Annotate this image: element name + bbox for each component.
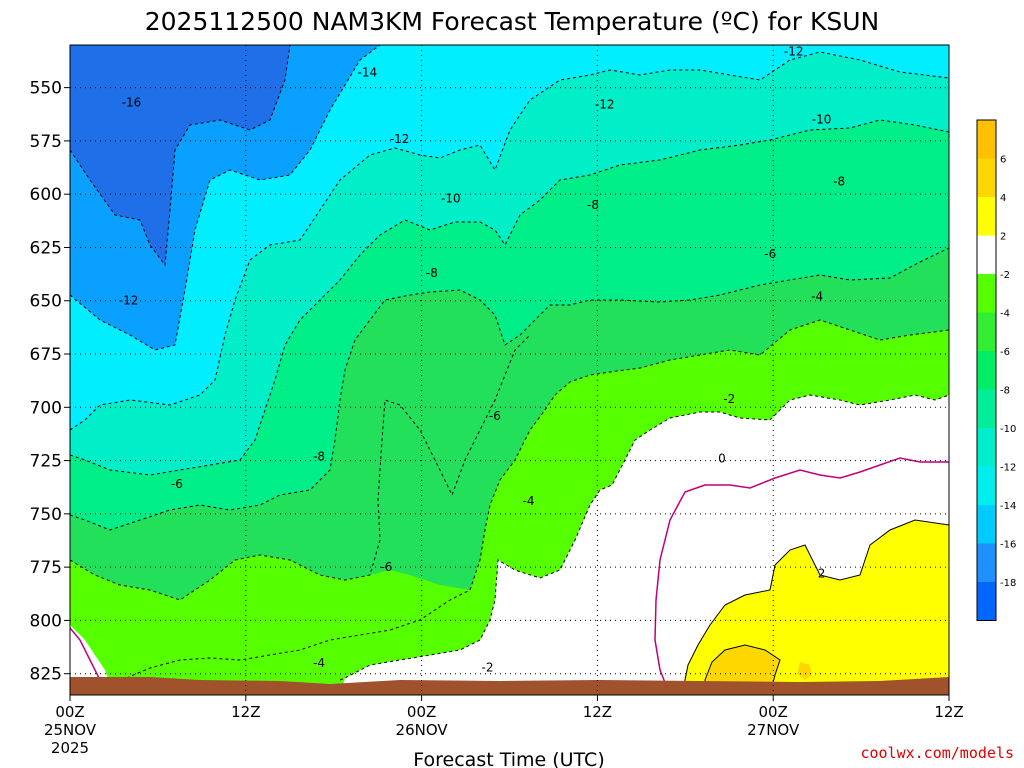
y-axis: 550 575 600 625 650 675 700 725 750 775 800 825	[30, 79, 70, 685]
isotherm-plus2	[681, 519, 949, 695]
contour-label: -10	[812, 113, 832, 127]
contour-label: 2	[818, 567, 826, 581]
watermark: coolwx.com/models	[860, 744, 1014, 762]
contour-label: -6	[489, 409, 501, 423]
contour-label: -4	[313, 656, 325, 670]
y-tick-label: 825	[30, 665, 62, 685]
colorbar-segment	[977, 505, 996, 544]
y-tick-label: 625	[30, 238, 62, 258]
colorbar-label: 2	[1000, 232, 1006, 243]
x-tick-label: 12Z	[934, 703, 963, 721]
contour-label: -14	[358, 66, 378, 80]
contour-label: -4	[523, 494, 535, 508]
colorbar-segment	[977, 389, 996, 428]
colorbar-label: 4	[1000, 193, 1006, 204]
chart-title: 2025112500 NAM3KM Forecast Temperature (…	[145, 7, 880, 36]
contour-label: 0	[718, 451, 726, 465]
isotherm-minus2	[339, 394, 949, 681]
contour-label: -12	[784, 44, 804, 58]
contour-label: -8	[833, 174, 845, 188]
isotherm-minus12	[70, 51, 949, 431]
isotherm-minus16	[70, 45, 291, 267]
colorbar-segment	[977, 351, 996, 390]
colorbar: 6 4 2 -2 -4 -6 -8 -10 -12 -14 -16 -18	[976, 119, 1016, 621]
colorbar-segment	[977, 235, 996, 274]
contour-label: -12	[119, 294, 139, 308]
contour-label: -6	[764, 247, 776, 261]
colorbar-segment	[977, 543, 996, 582]
colorbar-label: -14	[1000, 501, 1016, 512]
colorbar-segment	[977, 466, 996, 505]
band-warmer-small	[797, 662, 812, 680]
contour-label: -8	[313, 449, 325, 463]
y-tick-label: 725	[30, 452, 62, 472]
colorbar-label: -8	[1000, 386, 1010, 397]
colorbar-segment	[977, 428, 996, 467]
colorbar-segment	[977, 158, 996, 197]
colorbar-label: -4	[1000, 309, 1010, 320]
contour-label: -6	[171, 477, 183, 491]
contour-label: -12	[595, 98, 615, 112]
colorbar-label: -6	[1000, 347, 1010, 358]
contour-label: -2	[482, 660, 494, 674]
contour-label: -8	[426, 266, 438, 280]
colorbar-label: -10	[1000, 424, 1016, 435]
colorbar-segment	[977, 120, 996, 159]
x-tick-date: 27NOV	[747, 721, 800, 739]
contour-label: -8	[587, 198, 599, 212]
zero-line-main	[654, 457, 949, 695]
contour-labels: -16 -14 -12 -12 -12 -12 -10 -10 -8 -8 -8 -8 -6 -6 -6 -6…	[119, 44, 845, 674]
x-tick-label: 00Z	[759, 703, 788, 721]
isotherm-minus8	[70, 247, 949, 531]
y-tick-label: 600	[30, 185, 62, 205]
x-tick-label: 00Z	[407, 703, 436, 721]
colorbar-label: -16	[1000, 540, 1016, 551]
y-tick-label: 550	[30, 79, 62, 99]
grid-lines	[70, 45, 949, 695]
contour-label: -16	[122, 96, 142, 110]
contour-label: -4	[811, 289, 823, 303]
contour-label: -12	[390, 132, 410, 146]
colorbar-frame	[976, 119, 997, 621]
x-tick-date: 25NOV	[44, 721, 97, 739]
contour-label: -10	[441, 191, 461, 205]
band-very-cold	[70, 45, 290, 265]
y-tick-label: 775	[30, 558, 62, 578]
colorbar-label: -12	[1000, 463, 1016, 474]
contour-label: -6	[380, 560, 392, 574]
x-tick-year: 2025	[51, 739, 89, 757]
colorbar-segment	[977, 312, 996, 351]
colorbar-label: 6	[1000, 155, 1006, 166]
colorbar-segment	[977, 582, 996, 621]
colorbar-label: -2	[1000, 270, 1010, 281]
colorbar-segment	[977, 274, 996, 313]
x-tick-label: 12Z	[583, 703, 612, 721]
x-tick-label: 00Z	[55, 703, 84, 721]
y-tick-label: 575	[30, 132, 62, 152]
y-tick-label: 800	[30, 611, 62, 631]
plot-frame	[69, 44, 950, 696]
colorbar-segment	[977, 197, 996, 236]
temperature-field	[70, 45, 949, 695]
isotherm-minus4	[109, 319, 949, 686]
x-tick-date: 26NOV	[396, 721, 449, 739]
x-axis-label: Forecast Time (UTC)	[413, 749, 604, 768]
warm-isotherms	[681, 519, 949, 695]
ground-terrain	[70, 677, 949, 695]
contour-label: -2	[723, 392, 735, 406]
y-tick-label: 700	[30, 398, 62, 418]
x-tick-label: 12Z	[231, 703, 260, 721]
y-tick-label: 650	[30, 292, 62, 312]
isotherm-plus4	[704, 644, 781, 695]
y-tick-label: 675	[30, 345, 62, 365]
colorbar-label: -18	[1000, 578, 1016, 589]
y-tick-label: 750	[30, 505, 62, 525]
